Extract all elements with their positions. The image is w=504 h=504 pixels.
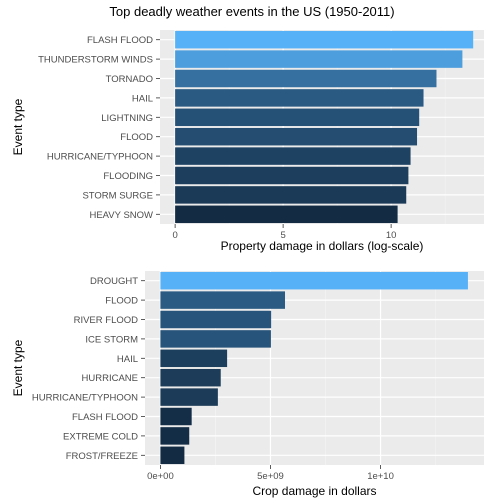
y-tick-label: HAIL [117, 354, 138, 365]
bar-hurricane [160, 368, 221, 387]
y-tick-label: HEAVY SNOW [89, 210, 153, 221]
bar-extreme-cold [160, 427, 190, 445]
chart-panel-2: DROUGHT FLOOD RIVER FLOOD ICE STORM HAIL HURR… [11, 271, 484, 498]
y-tick-label: HURRICANE/TYPHOON [47, 152, 153, 163]
y-tick-label: EXTREME COLD [63, 431, 138, 442]
bar-storm-surge [175, 186, 407, 204]
bar-hail [160, 349, 228, 368]
x-tick-label: 5 [280, 230, 285, 241]
y-tick-label: HAIL [132, 93, 153, 104]
bar-thunderstorm-winds [175, 50, 463, 68]
bar-tornado [175, 69, 437, 88]
bar-flash-flood [175, 30, 474, 49]
x-tick-label: 10 [386, 230, 397, 241]
chart-title: Top deadly weather events in the US (195… [109, 4, 394, 19]
y-tick-label: FLASH FLOOD [72, 412, 138, 423]
bar-flood [175, 127, 418, 146]
bar-flash-flood [160, 407, 192, 426]
x-tick-label: 1e+10 [367, 471, 394, 482]
y-tick-label: FLASH FLOOD [87, 35, 153, 46]
y-tick-label: FLOOD [120, 132, 153, 143]
y-tick-label: THUNDERSTORM WINDS [38, 55, 153, 66]
y-axis-title: Event type [11, 339, 25, 396]
x-tick-label: 0e+00 [147, 471, 174, 482]
bar-frost-freeze [160, 446, 185, 465]
bar-ice-storm [160, 330, 271, 348]
y-tick-label: FLOODING [103, 171, 153, 182]
bar-hurricane-typhoon [175, 147, 411, 165]
y-tick-label: FROST/FREEZE [66, 451, 138, 462]
y-tick-label: FLOOD [105, 296, 138, 307]
bar-hail [175, 89, 424, 107]
bar-flooding [175, 166, 409, 185]
bar-flood [160, 291, 286, 309]
bar-hurricane-typhoon [160, 388, 218, 406]
y-tick-label: RIVER FLOOD [74, 315, 139, 326]
y-tick-label: DROUGHT [90, 276, 138, 287]
x-tick-label: 0 [172, 230, 177, 241]
bar-river-flood [160, 310, 272, 329]
bar-lightning [175, 108, 420, 127]
y-tick-label: ICE STORM [85, 334, 138, 345]
y-tick-label: LIGHTNING [101, 113, 153, 124]
chart-panel-1: FLASH FLOOD THUNDERSTORM WINDS TORNADO HAIL… [11, 30, 484, 253]
y-tick-label: STORM SURGE [82, 190, 153, 201]
y-tick-label: HURRICANE [82, 373, 138, 384]
y-axis-title: Event type [11, 98, 25, 155]
x-axis-title: Property damage in dollars (log-scale) [221, 239, 424, 253]
bar-drought [160, 271, 468, 290]
bar-heavy-snow [175, 205, 398, 224]
x-axis-title: Crop damage in dollars [252, 484, 376, 498]
x-tick-label: 5e+09 [257, 471, 284, 482]
y-tick-label: TORNADO [106, 74, 153, 85]
y-tick-label: HURRICANE/TYPHOON [32, 393, 138, 404]
